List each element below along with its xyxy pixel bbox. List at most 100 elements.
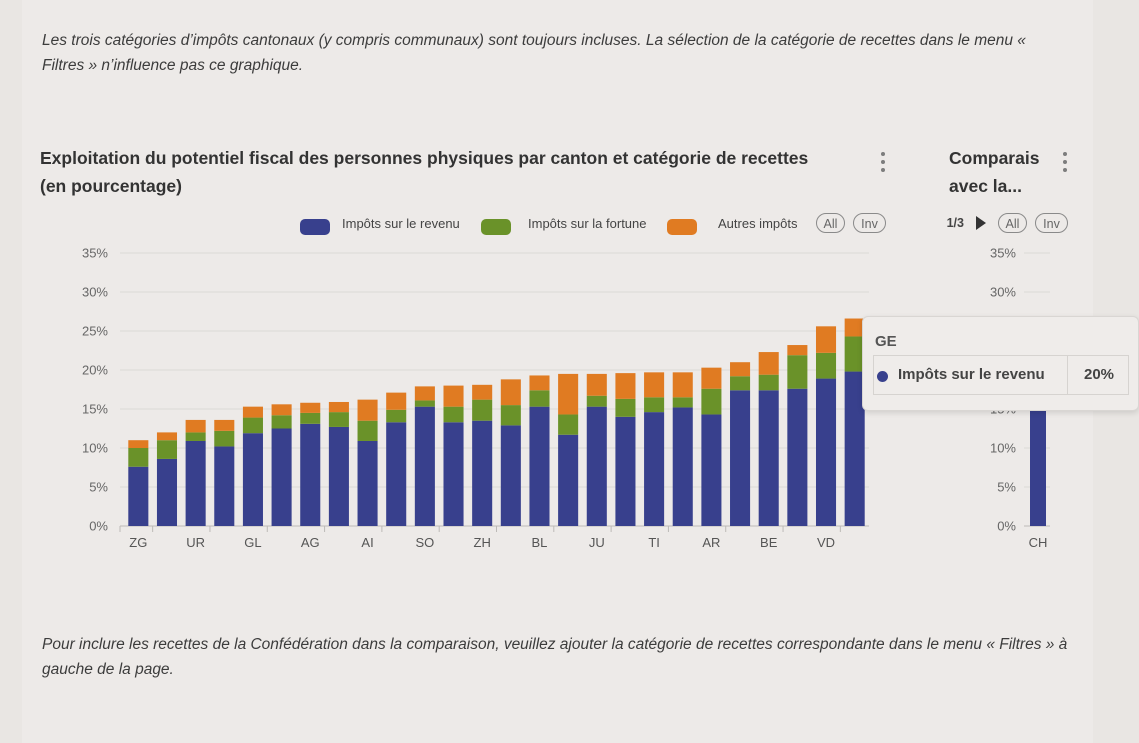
bar-segment (644, 372, 665, 398)
legend-inv-button-secondary[interactable]: Inv (1035, 213, 1068, 233)
y-tick-label-secondary: 35% (990, 246, 1016, 261)
bar-segment (472, 420, 493, 526)
y-tick-label-secondary: 0% (997, 519, 1016, 534)
y-tick-label: 35% (82, 246, 108, 261)
bar-segment (787, 388, 808, 526)
bar-segment (156, 432, 178, 441)
bar-segment (529, 390, 550, 407)
y-tick-label: 0% (89, 519, 108, 534)
bar-segment (758, 352, 779, 375)
chart-title-main: Exploitation du potentiel fiscal des per… (40, 148, 809, 196)
bar-segment (214, 446, 235, 526)
bar-segment (558, 414, 579, 435)
bar-segment (357, 399, 378, 421)
x-tick-label: AR (702, 535, 720, 550)
bar-segment (758, 390, 779, 526)
y-tick-label: 15% (82, 402, 108, 417)
bar-segment (644, 412, 665, 526)
bar-segment (615, 398, 636, 417)
bar-segment (300, 402, 321, 413)
x-tick-label: ZH (474, 535, 491, 550)
bar-segment (128, 466, 149, 526)
bar-segment (615, 373, 636, 399)
chart-menu-icon-secondary[interactable] (1058, 152, 1072, 172)
bar-segment (500, 425, 521, 526)
bar-segment (472, 384, 493, 400)
bar-segment (214, 430, 235, 447)
bar-segment (443, 422, 464, 526)
bar-segment (357, 440, 378, 526)
bar-segment (500, 379, 521, 406)
note-top: Les trois catégories d’impôts cantonaux … (42, 32, 1026, 74)
legend-swatch-autres (667, 219, 697, 235)
bar-segment (815, 378, 837, 526)
legend-swatch-fortune (481, 219, 511, 235)
bar-segment (185, 419, 206, 433)
chart-menu-icon[interactable] (876, 152, 890, 172)
bar-segment (214, 419, 235, 431)
y-tick-label: 20% (82, 363, 108, 378)
bar-segment (357, 420, 378, 441)
legend-swatch-revenu (300, 219, 330, 235)
bar-segment (242, 433, 263, 526)
bar-segment (185, 440, 206, 526)
x-tick-label-secondary: CH (1029, 535, 1048, 550)
bar-segment (787, 345, 808, 356)
bar-secondary (1030, 389, 1046, 526)
tooltip-row: Impôts sur le revenu 20% (873, 355, 1129, 395)
x-tick-label: BL (532, 535, 548, 550)
bar-segment (156, 458, 178, 526)
bar-segment (500, 405, 521, 426)
bar-segment (815, 352, 837, 379)
x-tick-label: TI (648, 535, 660, 550)
bar-segment (271, 404, 292, 416)
bar-segment (701, 388, 722, 415)
legend-inv-button[interactable]: Inv (853, 213, 886, 233)
bar-segment (787, 355, 808, 389)
y-tick-label-secondary: 10% (990, 441, 1016, 456)
tooltip-title: GE (875, 333, 897, 350)
x-tick-label: UR (186, 535, 205, 550)
bar-segment (730, 376, 751, 391)
bar-segment (271, 415, 292, 429)
legend-label-revenu: Impôts sur le revenu (342, 216, 460, 231)
pager-next-icon[interactable] (976, 216, 986, 230)
bar-segment (672, 407, 693, 526)
y-tick-label: 25% (82, 324, 108, 339)
x-tick-label: SO (415, 535, 434, 550)
tooltip-series-name: Impôts sur le revenu (898, 366, 1045, 383)
y-tick-label-secondary: 5% (997, 480, 1016, 495)
legend-secondary: 1/3 All Inv (940, 212, 1080, 236)
legend-all-button[interactable]: All (816, 213, 845, 233)
bar-segment (386, 392, 407, 410)
bar-segment (615, 416, 636, 526)
bar-segment (844, 336, 865, 372)
bar-segment (586, 373, 607, 396)
bar-segment (271, 428, 292, 526)
bar-segment (586, 406, 607, 526)
bar-segment (529, 375, 550, 391)
legend-main: Impôts sur le revenu Impôts sur la fortu… (0, 212, 900, 236)
x-tick-label: BE (760, 535, 778, 550)
x-tick-label: VD (817, 535, 835, 550)
bar-segment (443, 406, 464, 423)
tooltip-value: 20% (1083, 366, 1115, 383)
x-tick-label: AI (361, 535, 373, 550)
y-tick-label: 10% (82, 441, 108, 456)
bar-segment (414, 400, 435, 407)
legend-label-autres: Autres impôts (718, 216, 798, 231)
bar-segment (300, 423, 321, 526)
x-tick-label: ZG (129, 535, 147, 550)
bar-segment (672, 397, 693, 408)
bar-segment (242, 417, 263, 434)
chart-title-secondary: Comparais avec la... (949, 148, 1040, 196)
legend-label-fortune: Impôts sur la fortune (528, 216, 647, 231)
tooltip-separator (1067, 356, 1068, 394)
bar-segment (128, 448, 149, 467)
x-tick-label: AG (301, 535, 320, 550)
bar-segment (242, 406, 263, 418)
bar-segment (558, 434, 579, 526)
bar-segment (558, 373, 579, 415)
legend-all-button-secondary[interactable]: All (998, 213, 1027, 233)
